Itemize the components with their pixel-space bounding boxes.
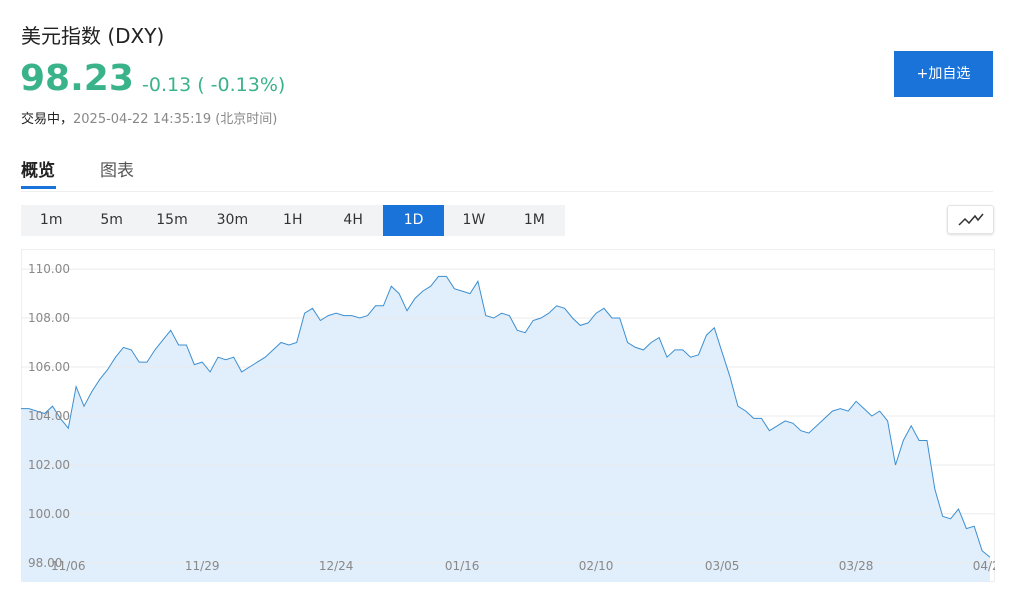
x-tick-label: 12/24 bbox=[319, 559, 354, 573]
x-tick-label: 04/22 bbox=[973, 559, 995, 573]
chart-type-button[interactable] bbox=[947, 205, 994, 234]
x-tick-label: 02/10 bbox=[579, 559, 614, 573]
timeframe-button[interactable]: 4H bbox=[343, 212, 363, 228]
timeframe-button[interactable]: 1m bbox=[39, 212, 63, 228]
change: -0.13 ( -0.13%) bbox=[142, 74, 286, 96]
title: 美元指数 (DXY) bbox=[21, 24, 165, 48]
timeframe-button[interactable]: 1D bbox=[383, 205, 444, 236]
timestamp: 2025-04-22 14:35:19 (北京时间) bbox=[73, 112, 278, 127]
x-tick-label: 11/06 bbox=[51, 559, 86, 573]
timeframe-bar: 1m 5m 15m 30m 1H 4H 1D 1W 1M bbox=[21, 205, 565, 236]
y-tick-label: 106.00 bbox=[28, 360, 70, 374]
timeframe-button[interactable]: 1H bbox=[283, 212, 303, 228]
status: 交易中， bbox=[21, 112, 74, 127]
price: 98.23 bbox=[20, 58, 134, 99]
y-tick-label: 104.00 bbox=[28, 409, 70, 423]
y-tick-label: 110.00 bbox=[28, 262, 70, 276]
tab[interactable]: 图表 bbox=[100, 161, 134, 181]
divider bbox=[21, 191, 993, 192]
timeframe-button[interactable]: 15m bbox=[156, 212, 188, 228]
y-tick-label: 108.00 bbox=[28, 311, 70, 325]
y-tick-label: 102.00 bbox=[28, 458, 70, 472]
y-tick-label: 100.00 bbox=[28, 507, 70, 521]
timeframe-button[interactable]: 5m bbox=[100, 212, 123, 228]
price-line bbox=[21, 275, 991, 558]
chart-icon bbox=[958, 213, 984, 226]
timeframe-button[interactable]: 30m bbox=[216, 212, 249, 228]
add-watchlist-button[interactable]: +加自选 bbox=[894, 51, 993, 97]
chart: 98.00 100.00 102.00 104.00 106.00 108.00 110.0… bbox=[21, 249, 995, 582]
timeframe-button[interactable]: 1W bbox=[462, 212, 486, 228]
x-tick-label: 01/16 bbox=[445, 559, 480, 573]
x-tick-label: 03/28 bbox=[839, 559, 874, 573]
y-tick-label: 98.00 bbox=[28, 556, 62, 570]
x-tick-label: 11/29 bbox=[185, 559, 220, 573]
area bbox=[21, 276, 990, 582]
timeframe-button[interactable]: 1M bbox=[523, 212, 545, 228]
x-tick-label: 03/05 bbox=[705, 559, 740, 573]
tab-underline bbox=[21, 186, 56, 189]
tab[interactable]: 概览 bbox=[21, 161, 55, 181]
